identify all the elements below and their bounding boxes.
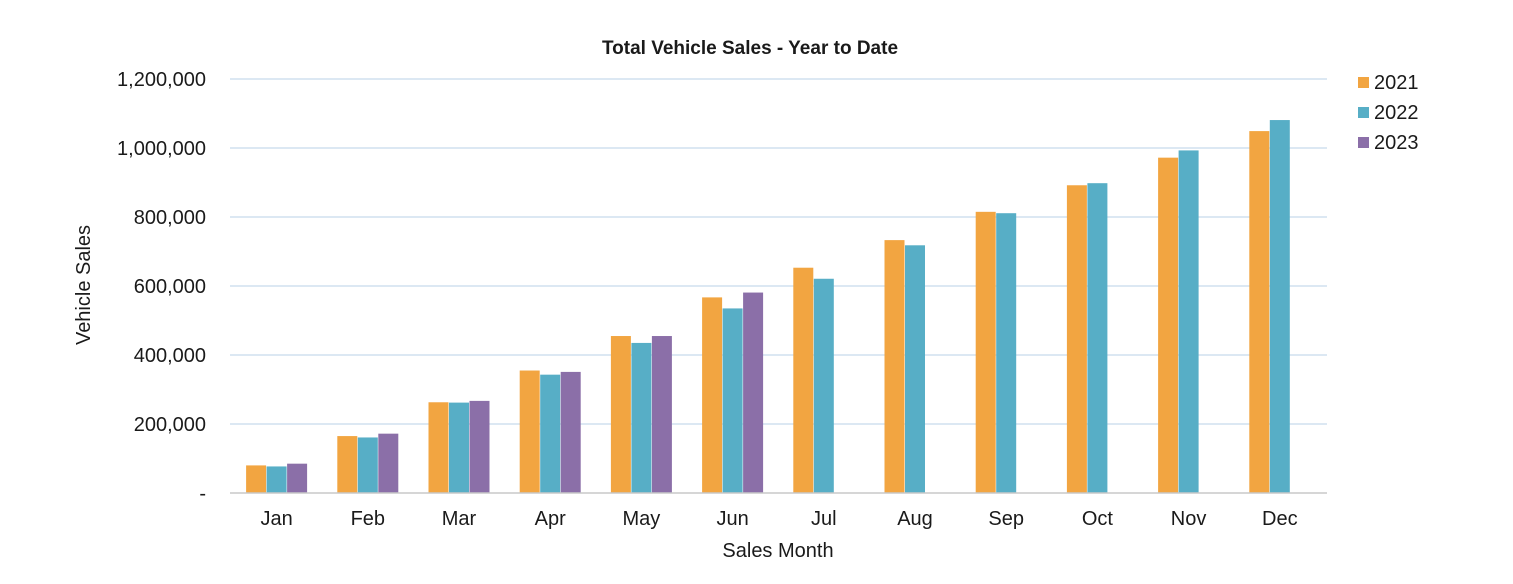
- bar-2021-aug: [884, 240, 905, 493]
- legend-swatch-2021: [1358, 77, 1369, 88]
- chart-title: Total Vehicle Sales - Year to Date: [602, 38, 898, 59]
- bar-2023-may: [651, 336, 672, 493]
- x-tick-label: Feb: [351, 508, 385, 530]
- bar-2021-feb: [337, 436, 358, 493]
- x-tick-label: Aug: [897, 508, 933, 530]
- gridlines: [230, 78, 1327, 425]
- bar-2023-jun: [743, 292, 764, 493]
- bar-2021-dec: [1249, 131, 1270, 493]
- x-tick-label: Nov: [1171, 508, 1207, 530]
- bar-2021-sep: [975, 211, 996, 493]
- y-tick-label: 1,000,000: [117, 138, 206, 160]
- legend-label-2021: 2021: [1374, 72, 1419, 94]
- bar-2023-apr: [560, 371, 581, 493]
- x-axis-label: Sales Month: [722, 540, 833, 562]
- bar-2021-mar: [428, 402, 449, 493]
- bar-2022-jun: [722, 308, 743, 493]
- y-axis: - 200,000 400,000 600,000 800,000 1,000,000 1,…: [117, 69, 206, 505]
- bar-2022-jul: [813, 278, 834, 493]
- legend-label-2023: 2023: [1374, 132, 1419, 154]
- x-tick-label: Jul: [811, 508, 837, 530]
- y-tick-label: 1,200,000: [117, 69, 206, 91]
- legend-swatch-2023: [1358, 137, 1369, 148]
- bar-2022-mar: [449, 402, 469, 493]
- y-tick-label: 200,000: [134, 414, 206, 436]
- bar-2023-jan: [287, 463, 308, 493]
- bar-2022-jan: [266, 466, 287, 493]
- x-axis: Jan Feb Mar Apr May Jun Jul Aug Sep Oct Nov Dec: [230, 492, 1327, 530]
- bar-2021-jan: [246, 465, 267, 493]
- bar-2022-oct: [1087, 183, 1108, 493]
- bar-2022-sep: [996, 213, 1017, 493]
- x-tick-label: Jun: [716, 508, 748, 530]
- bar-2021-oct: [1066, 185, 1087, 493]
- x-tick-label: Dec: [1262, 508, 1298, 530]
- bar-2022-nov: [1178, 150, 1199, 494]
- x-tick-label: Mar: [442, 508, 477, 530]
- y-axis-label: Vehicle Sales: [73, 225, 95, 345]
- bar-2022-apr: [540, 374, 561, 493]
- x-tick-label: Apr: [535, 508, 566, 530]
- bar-2022-dec: [1269, 120, 1290, 494]
- bar-2021-jun: [702, 297, 723, 493]
- bars: [246, 120, 1290, 494]
- legend: 2021 2022 2023: [1358, 72, 1419, 154]
- bar-2023-mar: [469, 400, 490, 493]
- bar-2021-may: [610, 336, 631, 493]
- bar-2022-aug: [905, 245, 925, 493]
- y-tick-label: 400,000: [134, 345, 206, 367]
- x-tick-label: May: [623, 508, 661, 530]
- y-tick-label: 800,000: [134, 207, 206, 229]
- legend-label-2022: 2022: [1374, 102, 1419, 124]
- bar-2021-apr: [519, 370, 540, 493]
- x-tick-label: Oct: [1082, 508, 1114, 530]
- y-tick-label: -: [199, 483, 206, 505]
- legend-swatch-2022: [1358, 107, 1369, 118]
- bar-2022-feb: [357, 437, 378, 493]
- x-tick-label: Sep: [988, 508, 1024, 530]
- bar-2021-jul: [793, 267, 814, 493]
- bar-2023-feb: [378, 433, 399, 493]
- bar-2022-may: [631, 342, 652, 493]
- y-tick-label: 600,000: [134, 276, 206, 298]
- x-tick-label: Jan: [260, 508, 292, 530]
- bar-2021-nov: [1158, 157, 1179, 493]
